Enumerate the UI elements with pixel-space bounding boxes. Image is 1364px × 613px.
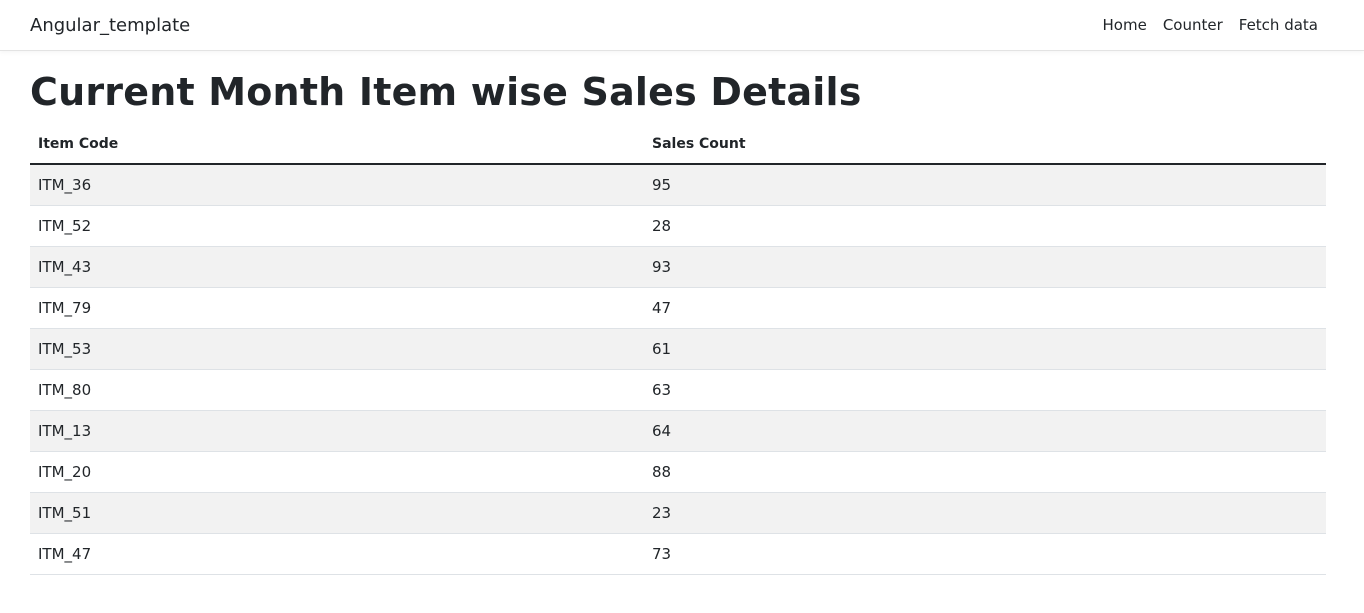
table-body: ITM_36 95 ITM_52 28 ITM_43 93 ITM_79 47 ITM_… (30, 163, 1326, 575)
table-row: ITM_52 28 (30, 205, 1326, 247)
table-row: ITM_47 73 (30, 533, 1326, 575)
item-code-cell: ITM_53 (30, 328, 644, 370)
page-title: Current Month Item wise Sales Details (30, 70, 862, 114)
sales-count-cell: 73 (644, 533, 1326, 575)
brand-link[interactable]: Angular_template (30, 14, 191, 36)
table-row: ITM_36 95 (30, 163, 1326, 206)
item-code-cell: ITM_79 (30, 287, 644, 329)
navbar: Angular_template Home Counter Fetch data (0, 0, 1364, 51)
item-code-cell: ITM_20 (30, 451, 644, 493)
item-code-cell: ITM_13 (30, 410, 644, 452)
sales-count-cell: 88 (644, 451, 1326, 493)
table-row: ITM_53 61 (30, 328, 1326, 370)
sales-count-cell: 61 (644, 328, 1326, 370)
nav-link-counter[interactable]: Counter (1162, 16, 1223, 34)
header-row: Item Code Sales Count (30, 124, 1326, 165)
sales-count-cell: 23 (644, 492, 1326, 534)
table-row: ITM_43 93 (30, 246, 1326, 288)
item-code-cell: ITM_51 (30, 492, 644, 534)
sales-count-cell: 95 (644, 163, 1326, 206)
table-header: Item Code Sales Count (30, 124, 1326, 165)
item-code-cell: ITM_80 (30, 369, 644, 411)
nav-link-fetch-data[interactable]: Fetch data (1238, 16, 1318, 34)
table-row: ITM_80 63 (30, 369, 1326, 411)
sales-count-cell: 93 (644, 246, 1326, 288)
table-row: ITM_79 47 (30, 287, 1326, 329)
sales-count-cell: 28 (644, 205, 1326, 247)
item-code-cell: ITM_43 (30, 246, 644, 288)
column-header-sales-count: Sales Count (644, 124, 1326, 165)
sales-count-cell: 47 (644, 287, 1326, 329)
table-row: ITM_13 64 (30, 410, 1326, 452)
item-code-cell: ITM_52 (30, 205, 644, 247)
sales-count-cell: 63 (644, 369, 1326, 411)
nav-link-home[interactable]: Home (1102, 16, 1147, 34)
table-row: ITM_20 88 (30, 451, 1326, 493)
column-header-item-code: Item Code (30, 124, 644, 165)
table-row: ITM_51 23 (30, 492, 1326, 534)
main-content: Current Month Item wise Sales Details It… (0, 70, 1364, 575)
item-code-cell: ITM_36 (30, 163, 644, 206)
item-code-cell: ITM_47 (30, 533, 644, 575)
nav-links: Home Counter Fetch data (1087, 16, 1318, 34)
sales-table: Item Code Sales Count ITM_36 95 ITM_52 28 … (30, 124, 1326, 575)
sales-count-cell: 64 (644, 410, 1326, 452)
